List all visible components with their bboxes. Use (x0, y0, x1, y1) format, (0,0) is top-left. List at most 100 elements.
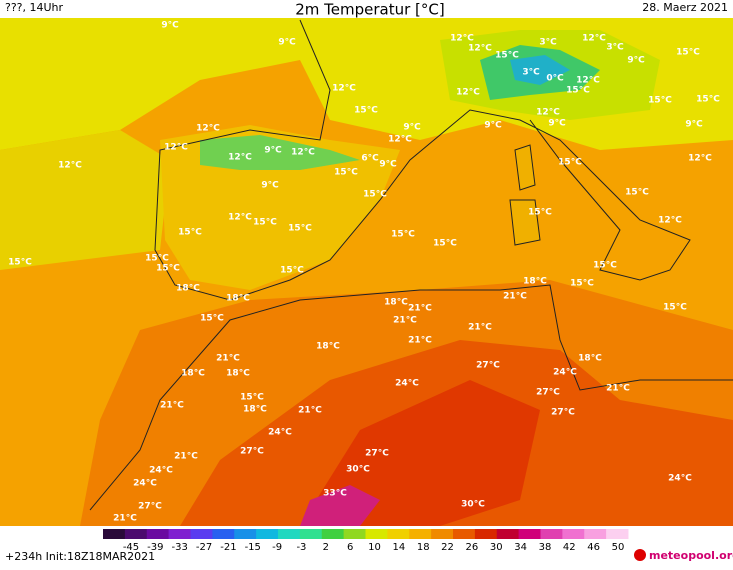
hot-spot (300, 485, 380, 526)
legend-tick-label: -45 (123, 542, 139, 553)
legend-tick-label: 26 (466, 542, 479, 553)
temperature-label: 9°C (261, 181, 279, 191)
temperature-label: 18°C (523, 277, 547, 287)
map-labels: 9°C9°C 12°C12°C15°C3°C 12°C3°C 15°C9°C12°C1… (8, 21, 720, 524)
temperature-label: 15°C (495, 51, 519, 61)
temperature-label: 12°C (658, 216, 682, 226)
date-label: 28. Maerz 2021 (642, 1, 728, 14)
temperature-label: 12°C (164, 143, 188, 153)
legend-swatch (278, 529, 301, 539)
temperature-label: 12°C (196, 124, 220, 134)
legend-tick-label: 38 (539, 542, 552, 553)
temperature-label: 24°C (395, 379, 419, 389)
temperature-label: 15°C (178, 228, 202, 238)
temperature-label: 18°C (243, 405, 267, 415)
legend-tick-label: -27 (196, 542, 212, 553)
legend-swatch (124, 529, 148, 539)
legend-swatch (212, 529, 235, 539)
legend-swatch (387, 529, 410, 539)
temperature-label: 27°C (365, 449, 389, 459)
temperature-label: 15°C (288, 224, 312, 234)
legend-swatch (431, 529, 454, 539)
temperature-label: 27°C (138, 502, 162, 512)
legend-swatch (584, 529, 607, 539)
temperature-label: 15°C (570, 279, 594, 289)
legend-swatch (365, 529, 388, 539)
legend-tick-label: 46 (587, 542, 600, 553)
temperature-label: 15°C (8, 258, 32, 268)
temperature-label: 24°C (268, 428, 292, 438)
temperature-label: 18°C (578, 354, 602, 364)
temperature-label: 15°C (156, 264, 180, 274)
legend-swatch (190, 529, 213, 539)
temperature-label: 30°C (346, 465, 370, 475)
legend-tick-label: 30 (490, 542, 503, 553)
temperature-label: 15°C (200, 314, 224, 324)
temperature-label: 12°C (388, 135, 412, 145)
temperature-label: 12°C (582, 34, 606, 44)
coastline-africa (89, 284, 733, 511)
legend-tick-label: 50 (612, 542, 625, 553)
temperature-label: 6°C (361, 154, 379, 164)
temperature-label: 9°C (264, 146, 282, 156)
temperature-label: 24°C (149, 466, 173, 476)
legend-swatch (606, 529, 629, 539)
temperature-label: 9°C (403, 123, 421, 133)
temperature-label: 12°C (688, 154, 712, 164)
legend-swatch (256, 529, 279, 539)
legend-tick-label: 18 (417, 542, 430, 553)
coastline-europe (154, 19, 691, 301)
temperature-label: 12°C (58, 161, 82, 171)
temperature-label: 15°C (676, 48, 700, 58)
temperature-label: 12°C (456, 88, 480, 98)
temperature-label: 15°C (663, 303, 687, 313)
temperature-label: 12°C (536, 108, 560, 118)
map (0, 18, 733, 526)
temperature-label: 12°C (468, 44, 492, 54)
temperature-label: 21°C (503, 292, 527, 302)
temperature-label: 21°C (393, 316, 417, 326)
temperature-label: 15°C (566, 86, 590, 96)
temperature-label: 9°C (278, 38, 296, 48)
temperature-label: 12°C (450, 34, 474, 44)
temperature-label: 9°C (484, 121, 502, 131)
legend-tick-label: -39 (147, 542, 163, 553)
legend-tick-label: 2 (323, 542, 329, 553)
temperature-label: 30°C (461, 500, 485, 510)
temperature-label: 12°C (332, 84, 356, 94)
sahara-hot (300, 380, 540, 526)
brand[interactable]: meteopool.org (649, 549, 733, 562)
legend-tick-label: -33 (172, 542, 188, 553)
color-legend: -45 -39 -33 -27 -21 -15 -9 -3 2 6 10 14 18 22 26 30 34 38… (103, 529, 629, 553)
temperature-label: 9°C (548, 119, 566, 129)
legend-swatch (146, 529, 170, 539)
temperature-label: 18°C (316, 342, 340, 352)
logo-icon (634, 549, 646, 561)
legend-tick-label: -15 (245, 542, 261, 553)
temperature-label: 27°C (551, 408, 575, 418)
legend-swatch (321, 529, 345, 539)
legend-swatch (540, 529, 563, 539)
temperature-label: 3°C (606, 43, 624, 53)
legend-tick-label: 14 (392, 542, 405, 553)
legend-tick-label: 34 (514, 542, 527, 553)
legend-swatch (409, 529, 432, 539)
temperature-label: 0°C (546, 74, 564, 84)
temperature-label: 18°C (181, 369, 205, 379)
legend-swatch (453, 529, 476, 539)
temperature-label: 21°C (160, 401, 184, 411)
temperature-label: 27°C (476, 361, 500, 371)
temperature-label: 21°C (216, 354, 240, 364)
temperature-label: 21°C (606, 384, 630, 394)
init-label: +234h Init:18Z18MAR2021 (5, 550, 155, 563)
temperature-label: 18°C (176, 284, 200, 294)
temperature-label: 21°C (408, 304, 432, 314)
temperature-label: 9°C (161, 21, 179, 31)
legend-tick-label: 10 (368, 542, 381, 553)
temperature-label: 18°C (226, 369, 250, 379)
temperature-label: 18°C (384, 298, 408, 308)
temperature-label: 12°C (228, 153, 252, 163)
temperature-label: 15°C (363, 190, 387, 200)
temperature-label: 27°C (536, 388, 560, 398)
